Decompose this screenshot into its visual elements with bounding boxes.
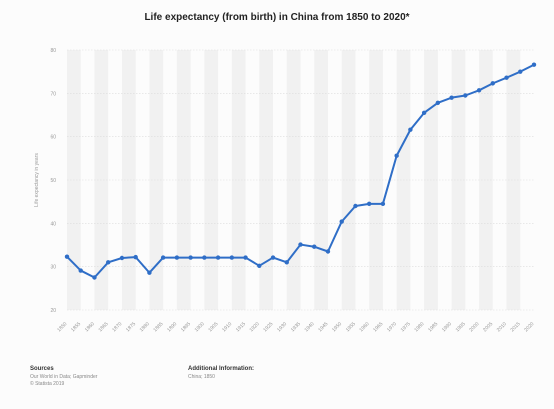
grid-band: [506, 50, 521, 310]
data-point: [408, 127, 413, 132]
y-tick-label: 20: [50, 308, 56, 314]
data-point: [380, 201, 386, 207]
data-point: [366, 201, 372, 207]
data-point: [421, 110, 427, 116]
copyright-text: © Statista 2019: [30, 381, 65, 387]
grid-band: [149, 50, 164, 310]
grid-band: [286, 50, 301, 310]
x-tick-label: 1955: [345, 321, 357, 333]
y-tick-label: 40: [50, 221, 56, 227]
data-point: [133, 254, 138, 260]
x-tick-label: 1850: [56, 321, 68, 333]
data-point: [298, 242, 303, 247]
y-tick-label: 50: [50, 178, 56, 184]
x-tick-label: 1950: [331, 321, 343, 333]
data-point: [270, 255, 276, 260]
x-tick-label: 1995: [455, 321, 467, 333]
x-tick-label: 1885: [152, 321, 164, 333]
series-group: [64, 62, 537, 280]
data-point: [64, 254, 70, 259]
x-tick-label: 1925: [262, 321, 274, 333]
x-tick-label: 1860: [84, 321, 96, 333]
grid-lines: [67, 49, 534, 311]
data-point: [312, 244, 317, 249]
x-tick-label: 1910: [221, 321, 233, 333]
x-tick-label: 1940: [304, 321, 316, 333]
data-point: [92, 275, 97, 280]
data-point: [215, 255, 221, 260]
x-tick-label: 1960: [358, 321, 370, 333]
x-tick-label: 2005: [482, 321, 494, 333]
y-axis-ticks: 20 30 40 50 60 70 80: [50, 48, 56, 314]
data-point: [353, 203, 358, 209]
x-tick-label: 2015: [510, 321, 522, 333]
x-tick-label: 1920: [249, 321, 261, 333]
x-tick-label: 1900: [194, 321, 206, 333]
data-point: [284, 260, 289, 265]
data-point: [339, 219, 344, 224]
x-tick-label: 1980: [413, 321, 425, 333]
data-point: [119, 255, 125, 261]
x-tick-label: 1935: [290, 321, 302, 333]
data-point: [229, 255, 235, 260]
additional-info-heading: Additional Information:: [188, 366, 254, 372]
data-point: [202, 255, 207, 260]
x-tick-label: 1890: [166, 321, 178, 333]
data-point: [449, 95, 454, 100]
x-tick-label: 1975: [400, 321, 412, 333]
data-point: [490, 81, 495, 86]
data-point: [160, 255, 166, 260]
data-point: [504, 75, 509, 80]
data-point: [435, 100, 441, 106]
data-point: [257, 263, 262, 268]
x-tick-label: 1880: [139, 321, 151, 333]
data-point: [106, 260, 111, 265]
x-tick-label: 1985: [427, 321, 439, 333]
x-tick-label: 1895: [180, 321, 192, 333]
x-tick-label: 1915: [235, 321, 247, 333]
grid-band: [479, 50, 493, 310]
source-heading: Sources: [30, 366, 54, 372]
x-tick-label: 1875: [125, 321, 137, 333]
data-point: [188, 255, 193, 260]
x-tick-label: 2020: [523, 321, 535, 333]
x-tick-label: 1970: [386, 321, 398, 333]
y-tick-label: 60: [50, 135, 56, 141]
x-tick-label: 2000: [468, 321, 480, 333]
data-point: [147, 270, 152, 275]
data-point: [243, 255, 248, 260]
additional-info-text: China; 1850: [188, 374, 215, 380]
x-tick-label: 1870: [111, 321, 123, 333]
y-tick-label: 80: [50, 48, 56, 54]
x-tick-label: 1990: [441, 321, 453, 333]
grid-band: [121, 50, 136, 310]
data-point: [78, 268, 83, 273]
x-tick-label: 1865: [98, 321, 110, 333]
source-text: Our World in Data; Gapminder: [30, 374, 98, 380]
data-point: [518, 69, 523, 74]
y-axis-title: Life expectancy in years: [34, 153, 40, 207]
x-axis-ticks: 1850 1855 1860 1865 1870 1875 1880 1885 1890 1895…: [56, 321, 535, 333]
data-point: [531, 62, 537, 67]
y-tick-label: 70: [50, 91, 56, 97]
data-point: [325, 249, 331, 254]
x-tick-label: 1965: [372, 321, 384, 333]
data-point: [394, 153, 399, 158]
x-tick-label: 1945: [317, 321, 329, 333]
y-tick-label: 30: [50, 265, 56, 271]
x-tick-label: 1930: [276, 321, 288, 333]
x-tick-label: 1905: [207, 321, 219, 333]
data-point: [463, 93, 468, 98]
grid-band: [314, 50, 328, 310]
data-point: [174, 255, 180, 260]
data-point: [476, 88, 482, 93]
grid-band: [341, 50, 356, 310]
grid-band: [176, 50, 191, 310]
chart-title: Life expectancy (from birth) in China fr…: [144, 12, 410, 23]
x-tick-label: 2010: [496, 321, 508, 333]
x-tick-label: 1855: [70, 321, 82, 333]
